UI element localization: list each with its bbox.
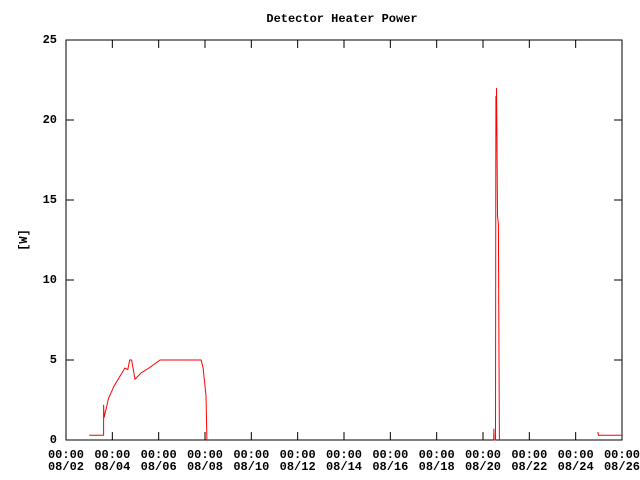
- chart-title: Detector Heater Power: [266, 12, 417, 26]
- x-tick-label: 00:00 08/22: [511, 448, 548, 474]
- x-tick-label: 00:00 08/26: [603, 448, 640, 474]
- x-tick-label: 00:00 08/18: [418, 448, 455, 474]
- x-tick-label: 00:00 08/06: [140, 448, 177, 474]
- y-tick-label: 25: [43, 33, 57, 47]
- x-tick-label: 00:00 08/24: [557, 448, 594, 474]
- x-tick-label: 00:00 08/08: [186, 448, 223, 474]
- y-tick-label: 10: [43, 273, 57, 287]
- x-tick-label: 00:00 08/12: [279, 448, 316, 474]
- y-tick-label: 15: [43, 193, 57, 207]
- y-tick-label: 5: [50, 353, 57, 367]
- x-tick-label: 00:00 08/14: [325, 448, 362, 474]
- y-tick-label: 0: [50, 433, 57, 447]
- x-tick-label: 00:00 08/20: [464, 448, 501, 474]
- y-axis-label: [W]: [17, 229, 31, 251]
- data-line: [89, 87, 622, 441]
- x-tick-label: 00:00 08/10: [233, 448, 270, 474]
- plot-border: [65, 39, 623, 441]
- x-tick-label: 00:00 08/02: [47, 448, 84, 474]
- x-tick-label: 00:00 08/04: [94, 448, 131, 474]
- x-tick-label: 00:00 08/16: [372, 448, 409, 474]
- y-tick-label: 20: [43, 113, 57, 127]
